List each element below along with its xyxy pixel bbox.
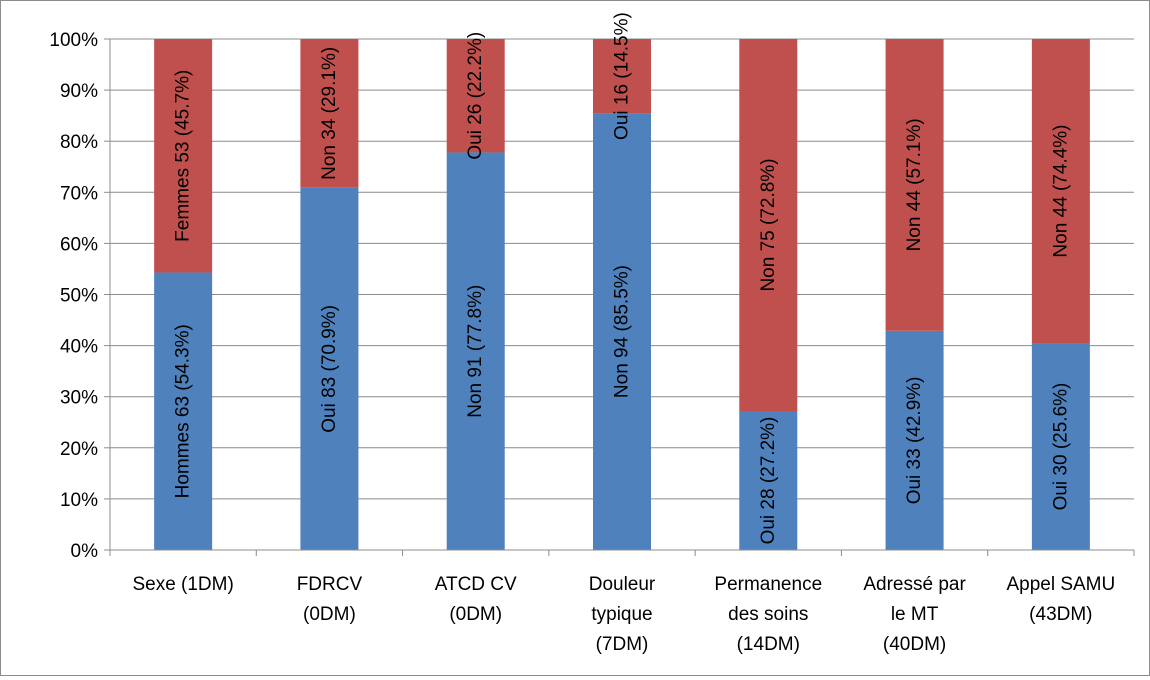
x-category-label-line: Douleur [589, 574, 656, 595]
y-tick-label: 80% [60, 132, 98, 153]
x-category-label-line: Sexe (1DM) [132, 574, 233, 595]
data-label: Non 94 (85.5%) [612, 265, 633, 398]
x-category-label-line: (14DM) [737, 634, 800, 655]
data-label: Non 34 (29.1%) [319, 47, 340, 180]
x-category-label-line: Adressé par [863, 574, 966, 595]
data-label: Oui 83 (70.9%) [319, 305, 340, 433]
data-label: Non 44 (74.4%) [1050, 124, 1071, 257]
x-category-label: FDRCV (0DM) [297, 574, 363, 625]
y-tick-label: 0% [71, 541, 99, 562]
data-label: Femmes 53 (45.7%) [173, 70, 194, 242]
x-category-label-line: typique [591, 604, 652, 625]
x-category-label: Appel SAMU (43DM) [1006, 574, 1115, 625]
x-category-label: Douleur typique (7DM) [589, 574, 656, 655]
x-category-label: Sexe (1DM) [132, 574, 233, 595]
data-label: Oui 16 (14.5%) [612, 12, 633, 140]
x-category-label-line: FDRCV [297, 574, 363, 595]
data-label: Non 75 (72.8%) [758, 158, 779, 291]
x-category-labels: Sexe (1DM) FDRCV (0DM) ATCD CV (0DM) Douleur t… [132, 574, 1115, 655]
y-tick-label: 40% [60, 337, 98, 358]
y-tick-labels: 0% 10% 20% 30% 40% 50% 60% 70% 80% 90% 100% [49, 30, 98, 562]
x-category-label-line: (40DM) [883, 634, 946, 655]
x-category-label: ATCD CV (0DM) [435, 574, 517, 625]
x-category-label-line: (43DM) [1029, 604, 1092, 625]
data-label: Oui 28 (27.2%) [758, 417, 779, 545]
x-category-label: Adressé par le MT (40DM) [863, 574, 966, 655]
data-label: Non 44 (57.1%) [904, 118, 925, 251]
y-tick-label: 60% [60, 234, 98, 255]
y-tick-label: 30% [60, 388, 98, 409]
x-category-label-line: ATCD CV [435, 574, 517, 595]
data-label: Oui 33 (42.9%) [904, 376, 925, 504]
x-category-label-line: (7DM) [596, 634, 649, 655]
data-label: Non 91 (77.8%) [465, 285, 486, 418]
y-tick-label: 10% [60, 490, 98, 511]
y-tick-label: 50% [60, 286, 98, 307]
data-label: Hommes 63 (54.3%) [173, 324, 194, 498]
x-category-label: Permanence des soins (14DM) [714, 574, 822, 655]
x-category-label-line: Appel SAMU [1006, 574, 1115, 595]
x-category-label-line: le MT [891, 604, 939, 625]
x-category-label-line: Permanence [714, 574, 822, 595]
y-tick-label: 100% [49, 30, 98, 51]
y-tick-label: 90% [60, 81, 98, 102]
x-category-label-line: des soins [728, 604, 808, 625]
y-tick-label: 20% [60, 439, 98, 460]
y-tick-label: 70% [60, 183, 98, 204]
x-category-label-line: (0DM) [303, 604, 356, 625]
x-category-label-line: (0DM) [449, 604, 502, 625]
data-label: Oui 30 (25.6%) [1050, 383, 1071, 511]
data-label: Oui 26 (22.2%) [465, 32, 486, 160]
